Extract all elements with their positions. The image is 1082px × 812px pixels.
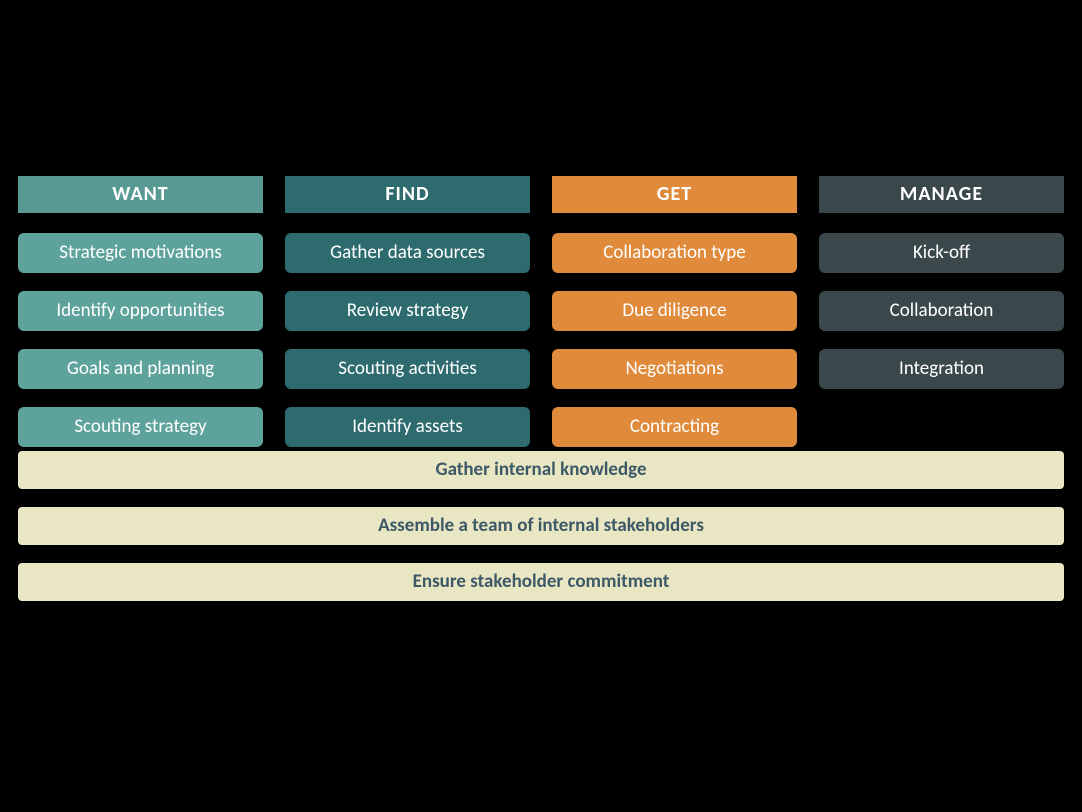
- manage-cell: Collaboration: [819, 291, 1064, 331]
- header-find: FIND: [285, 176, 530, 213]
- span-row: Ensure stakeholder commitment: [18, 563, 1064, 601]
- find-cell: Scouting activities: [285, 349, 530, 389]
- find-cell: Review strategy: [285, 291, 530, 331]
- span-row: Assemble a team of internal stakeholders: [18, 507, 1064, 545]
- header-row: WANT FIND GET MANAGE: [18, 176, 1064, 213]
- header-want: WANT: [18, 176, 263, 213]
- want-cell: Scouting strategy: [18, 407, 263, 447]
- body-grid: Strategic motivations Gather data source…: [18, 233, 1064, 447]
- get-cell: Negotiations: [552, 349, 797, 389]
- get-cell: Collaboration type: [552, 233, 797, 273]
- manage-cell: Kick-off: [819, 233, 1064, 273]
- span-rows: Gather internal knowledge Assemble a tea…: [18, 451, 1064, 601]
- get-cell: Due diligence: [552, 291, 797, 331]
- find-cell: Identify assets: [285, 407, 530, 447]
- want-cell: Identify opportunities: [18, 291, 263, 331]
- header-get: GET: [552, 176, 797, 213]
- find-cell: Gather data sources: [285, 233, 530, 273]
- span-row: Gather internal knowledge: [18, 451, 1064, 489]
- header-manage: MANAGE: [819, 176, 1064, 213]
- want-cell: Goals and planning: [18, 349, 263, 389]
- manage-cell: Integration: [819, 349, 1064, 389]
- get-cell: Contracting: [552, 407, 797, 447]
- want-cell: Strategic motivations: [18, 233, 263, 273]
